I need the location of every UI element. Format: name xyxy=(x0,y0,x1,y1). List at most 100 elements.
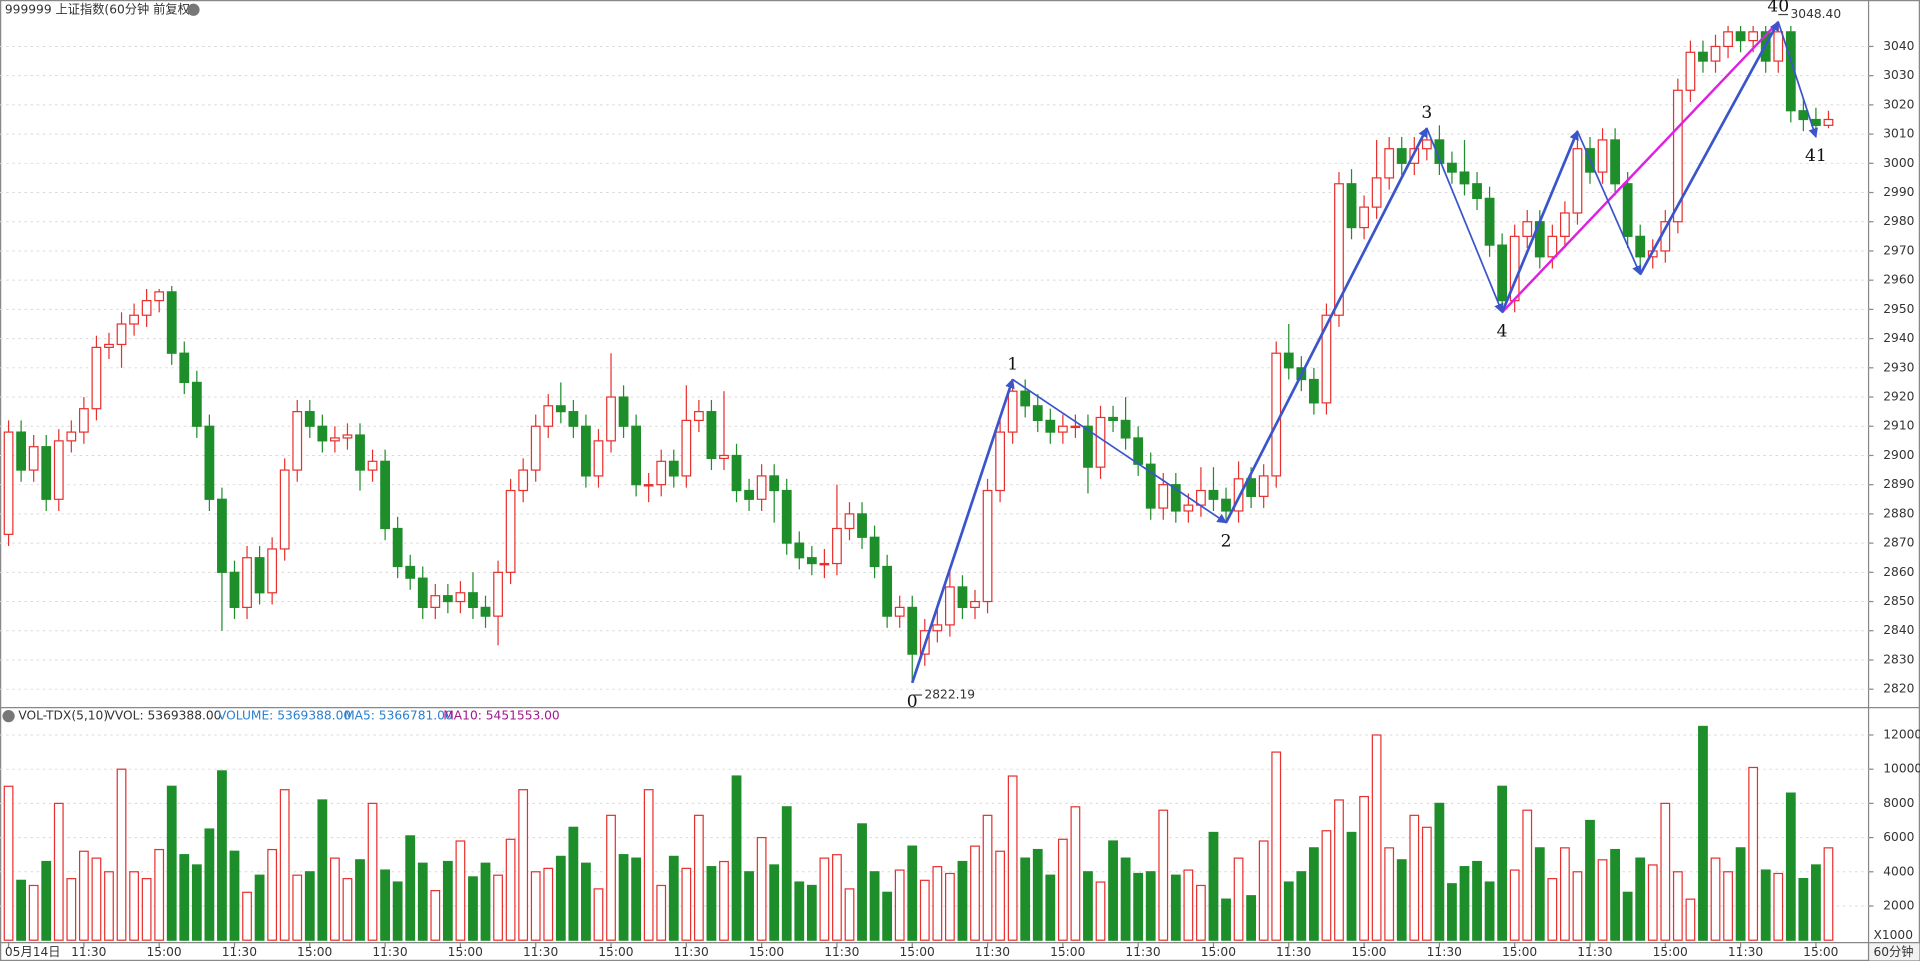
candle-body xyxy=(982,489,993,603)
volume-bar xyxy=(1698,725,1708,941)
candle-body xyxy=(1547,235,1558,258)
x-tick-label: 11:30 xyxy=(1427,945,1462,959)
zigzag-segment xyxy=(1012,378,1228,524)
candle-body xyxy=(430,595,441,608)
y-tick-label: 2000 xyxy=(1883,898,1914,912)
candle-body xyxy=(769,475,780,492)
title-menu[interactable] xyxy=(187,3,200,16)
volume-bar xyxy=(882,891,893,941)
candle-body xyxy=(116,323,127,346)
candle-body xyxy=(568,411,579,427)
candle-body xyxy=(41,446,52,500)
volume-bar xyxy=(342,878,353,941)
candle-body xyxy=(706,411,717,459)
volume-bar xyxy=(367,802,378,941)
volume-bar xyxy=(555,855,566,941)
candle-body xyxy=(731,454,742,492)
volume-bar xyxy=(1120,857,1131,941)
volume-bar xyxy=(1371,734,1382,941)
y-tick-label: 3010 xyxy=(1883,127,1914,141)
volume-bar xyxy=(1785,792,1796,941)
y-tick-label: 12000 xyxy=(1883,727,1920,741)
candle-body xyxy=(468,592,478,608)
volume-bar xyxy=(1057,838,1068,941)
zigzag-segment xyxy=(1777,21,1818,139)
volume-bar xyxy=(1660,802,1671,941)
y-tick-label: 2860 xyxy=(1883,565,1914,579)
volume-bar xyxy=(1133,872,1144,941)
volume-menu[interactable] xyxy=(2,710,15,723)
volume-bar xyxy=(1183,869,1194,941)
candle-body xyxy=(1020,390,1031,407)
x-tick-label: 15:00 xyxy=(1201,945,1236,959)
volume-bar xyxy=(1459,866,1470,941)
zigzag-segment xyxy=(1500,130,1579,313)
volume-bar xyxy=(794,881,805,941)
zigzag-label: 3 xyxy=(1421,103,1432,123)
volume-bar xyxy=(279,789,290,941)
volume-bar xyxy=(392,881,403,941)
candle-body xyxy=(1007,390,1018,433)
candle-body xyxy=(1472,183,1482,199)
candle-body xyxy=(1032,405,1043,422)
candle-body xyxy=(693,411,704,422)
volume-bar xyxy=(1246,895,1257,941)
annotation-label: 3048.40 xyxy=(1791,7,1842,21)
candle-body xyxy=(756,475,767,500)
candle-body xyxy=(995,431,1005,492)
candle-body xyxy=(229,571,240,608)
zigzag-segment xyxy=(910,378,1015,684)
volume-bar xyxy=(1472,860,1482,941)
candle-body xyxy=(1321,314,1332,404)
volume-bar xyxy=(1823,847,1834,941)
candle-body xyxy=(643,484,654,487)
candle-body xyxy=(1421,139,1432,150)
zigzag-segment xyxy=(1224,127,1429,524)
volume-bar xyxy=(1095,881,1106,941)
candle-body xyxy=(179,352,190,384)
zigzag-label: 40 xyxy=(1767,0,1789,17)
candle-body xyxy=(1484,197,1495,246)
zigzag-label: 0 xyxy=(907,692,918,712)
volume-bar xyxy=(945,872,955,941)
candle-body xyxy=(355,434,365,471)
x-tick-label: 11:30 xyxy=(71,945,106,959)
candle-body xyxy=(1246,478,1257,497)
volume-bar xyxy=(819,857,830,941)
volume-bar xyxy=(1083,871,1093,941)
candle-body xyxy=(1522,221,1533,237)
volume-bar xyxy=(1145,871,1156,941)
volume-bar xyxy=(1547,878,1558,941)
volume-bar xyxy=(593,888,604,941)
volume-bar xyxy=(643,789,654,941)
zigzag-label: 41 xyxy=(1805,146,1827,166)
volume-bar xyxy=(1196,884,1206,941)
volume-bar xyxy=(480,862,491,941)
volume-bar xyxy=(1760,869,1771,941)
y-tick-label: 3000 xyxy=(1883,156,1914,170)
volume-bar xyxy=(229,850,240,941)
volume-bar xyxy=(1735,847,1746,941)
candle-body xyxy=(1070,425,1081,429)
volume-bar xyxy=(1233,857,1244,941)
volume-bar xyxy=(405,835,416,941)
y-tick-label: 4000 xyxy=(1883,864,1914,878)
candle-body xyxy=(1560,212,1570,237)
candle-body xyxy=(543,405,554,427)
volume-bar xyxy=(267,848,278,941)
candle-body xyxy=(1635,235,1646,258)
volume-bar xyxy=(957,860,968,941)
volume-bar xyxy=(16,879,27,941)
y-tick-label: 2830 xyxy=(1883,652,1914,666)
x-tick-label: 15:00 xyxy=(448,945,483,959)
volume-bar xyxy=(832,854,842,941)
candle-body xyxy=(3,431,14,535)
volume-bar xyxy=(1647,864,1658,941)
volume-bar xyxy=(668,855,679,941)
candle-body xyxy=(1258,475,1269,497)
volume-bar xyxy=(1045,874,1056,941)
period-button[interactable] xyxy=(1867,942,1920,961)
y-tick-label: 2920 xyxy=(1883,390,1914,404)
volume-bar xyxy=(417,862,428,941)
